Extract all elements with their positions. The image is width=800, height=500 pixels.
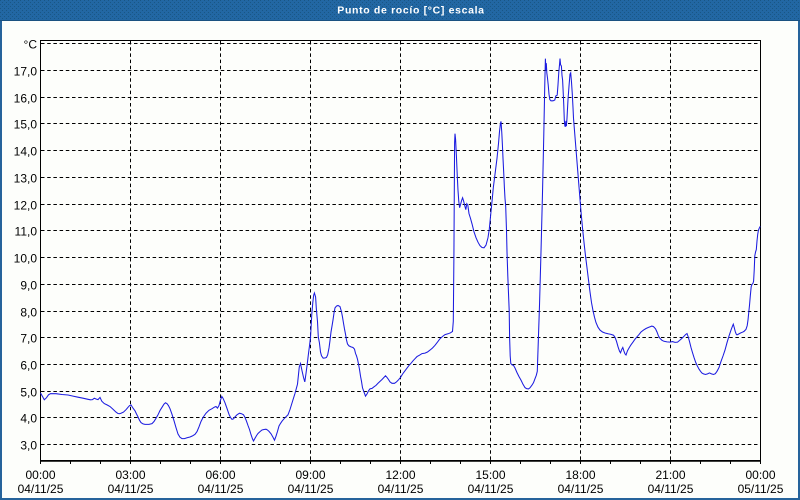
svg-text:6,0: 6,0 [20,359,37,373]
svg-text:05/11/25: 05/11/25 [738,482,784,496]
svg-text:Punto de rocío [°C] escala: Punto de rocío [°C] escala [337,5,484,17]
svg-text:09:00: 09:00 [295,468,325,482]
svg-text:00:00: 00:00 [25,468,55,482]
svg-text:7,0: 7,0 [20,332,37,346]
svg-text:04/11/25: 04/11/25 [288,482,334,496]
svg-text:8,0: 8,0 [20,306,37,320]
svg-text:21:00: 21:00 [655,468,685,482]
svg-text:04/11/25: 04/11/25 [108,482,154,496]
svg-text:14,0: 14,0 [14,145,38,159]
svg-text:5,0: 5,0 [20,386,37,400]
svg-text:04/11/25: 04/11/25 [198,482,244,496]
svg-text:18:00: 18:00 [565,468,595,482]
svg-text:9,0: 9,0 [20,279,37,293]
svg-text:04/11/25: 04/11/25 [648,482,694,496]
svg-text:°C: °C [24,38,38,52]
svg-text:04/11/25: 04/11/25 [558,482,604,496]
svg-text:15:00: 15:00 [475,468,505,482]
svg-text:12:00: 12:00 [385,468,415,482]
svg-text:04/11/25: 04/11/25 [468,482,514,496]
svg-text:13,0: 13,0 [14,172,38,186]
svg-text:00:00: 00:00 [745,468,775,482]
svg-text:16,0: 16,0 [14,92,38,106]
svg-text:04/11/25: 04/11/25 [18,482,64,496]
svg-text:17,0: 17,0 [14,65,38,79]
svg-text:04/11/25: 04/11/25 [378,482,424,496]
svg-text:03:00: 03:00 [115,468,145,482]
svg-text:06:00: 06:00 [205,468,235,482]
svg-text:3,0: 3,0 [20,439,37,453]
svg-text:15,0: 15,0 [14,118,38,132]
svg-text:10,0: 10,0 [14,252,38,266]
svg-text:11,0: 11,0 [15,225,38,239]
svg-text:4,0: 4,0 [20,412,37,426]
svg-text:12,0: 12,0 [14,199,38,213]
